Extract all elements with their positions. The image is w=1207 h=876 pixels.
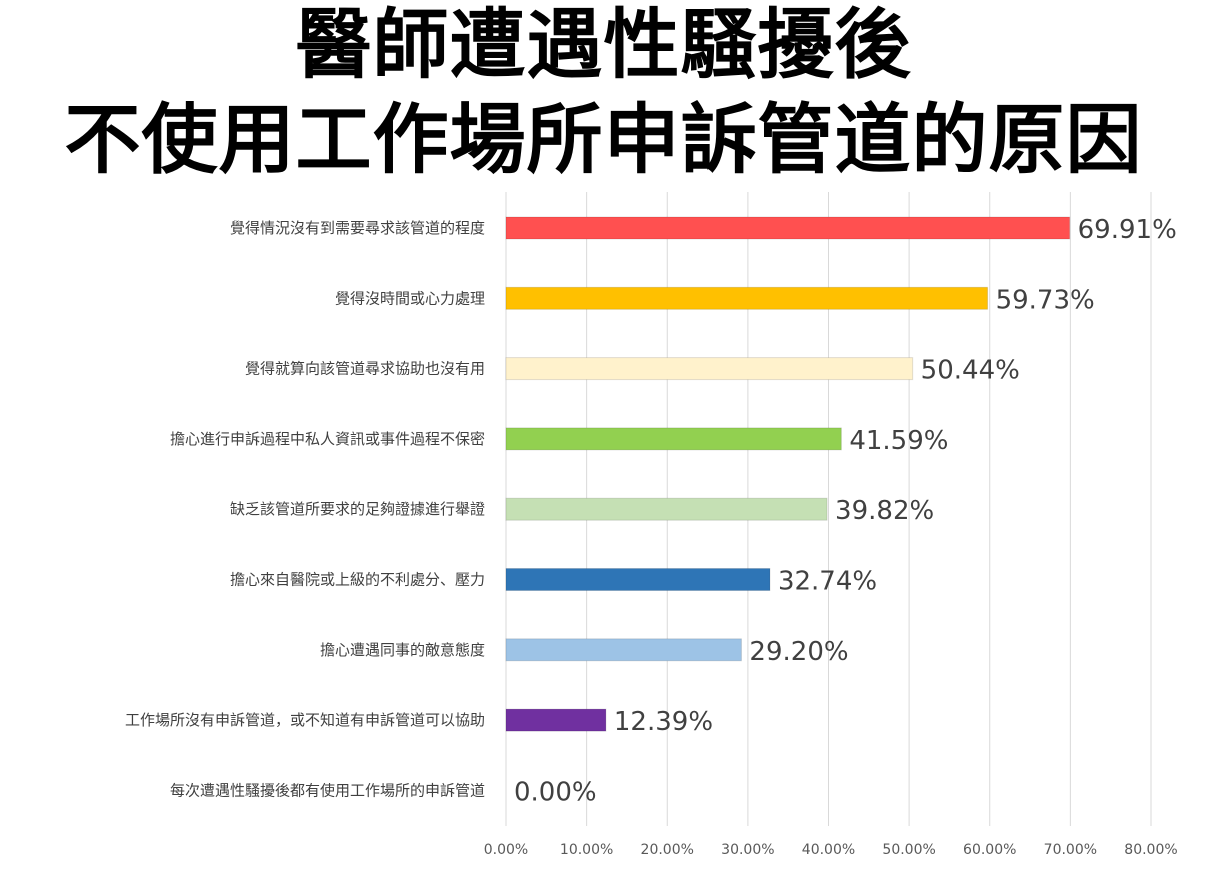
- value-label: 41.59%: [849, 426, 948, 456]
- x-tick-label: 40.00%: [802, 842, 855, 858]
- value-label: 0.00%: [514, 777, 597, 807]
- x-tick-label: 60.00%: [963, 842, 1016, 858]
- bar: [505, 708, 607, 732]
- value-label: 12.39%: [614, 707, 713, 737]
- chart-title-line-2: 不使用工作場所申訴管道的原因: [64, 95, 1143, 184]
- category-label: 覺得情況沒有到需要尋求該管道的程度: [230, 219, 485, 237]
- category-label: 工作場所沒有申訴管道，或不知道有申訴管道可以協助: [125, 711, 485, 729]
- chart-title-line-1: 醫師遭遇性騷擾後: [295, 0, 912, 89]
- value-label: 69.91%: [1078, 215, 1177, 245]
- category-labels: 覺得情況沒有到需要尋求該管道的程度覺得沒時間或心力處理覺得就算向該管道尋求協助也…: [125, 219, 485, 799]
- x-tick-label: 20.00%: [641, 842, 694, 858]
- x-tick-label: 80.00%: [1124, 842, 1177, 858]
- value-labels: 69.91% 59.73% 50.44% 41.59% 39.82% 32.74% 29.2…: [514, 215, 1177, 807]
- bar: [505, 568, 771, 591]
- category-label: 每次遭遇性騷擾後都有使用工作場所的申訴管道: [170, 781, 485, 799]
- x-tick-label: 70.00%: [1044, 842, 1097, 858]
- x-tick-label: 0.00%: [484, 842, 528, 858]
- bar: [505, 497, 828, 521]
- category-label: 缺乏該管道所要求的足夠證據進行舉證: [230, 500, 485, 518]
- x-axis-tick-labels: 0.00% 10.00% 20.00% 30.00% 40.00% 50.00% 60.00…: [484, 842, 1178, 858]
- category-label: 擔心來自醫院或上級的不利處分、壓力: [230, 571, 485, 589]
- bars: [505, 216, 1071, 732]
- value-label: 29.20%: [749, 637, 848, 667]
- category-label: 覺得沒時間或心力處理: [335, 289, 485, 307]
- value-label: 59.73%: [996, 285, 1095, 315]
- category-label: 覺得就算向該管道尋求協助也沒有用: [245, 360, 485, 378]
- bar: [505, 286, 989, 310]
- x-tick-label: 10.00%: [560, 842, 613, 858]
- value-label: 39.82%: [835, 496, 934, 526]
- x-tick-label: 50.00%: [882, 842, 935, 858]
- bar: [505, 638, 742, 662]
- value-label: 50.44%: [921, 356, 1020, 386]
- bar: [505, 427, 842, 451]
- category-label: 擔心遭遇同事的敵意態度: [320, 641, 485, 659]
- bar: [505, 357, 914, 381]
- x-tick-label: 30.00%: [721, 842, 774, 858]
- bar: [505, 216, 1071, 240]
- value-label: 32.74%: [778, 567, 877, 597]
- category-label: 擔心進行申訴過程中私人資訊或事件過程不保密: [170, 430, 485, 448]
